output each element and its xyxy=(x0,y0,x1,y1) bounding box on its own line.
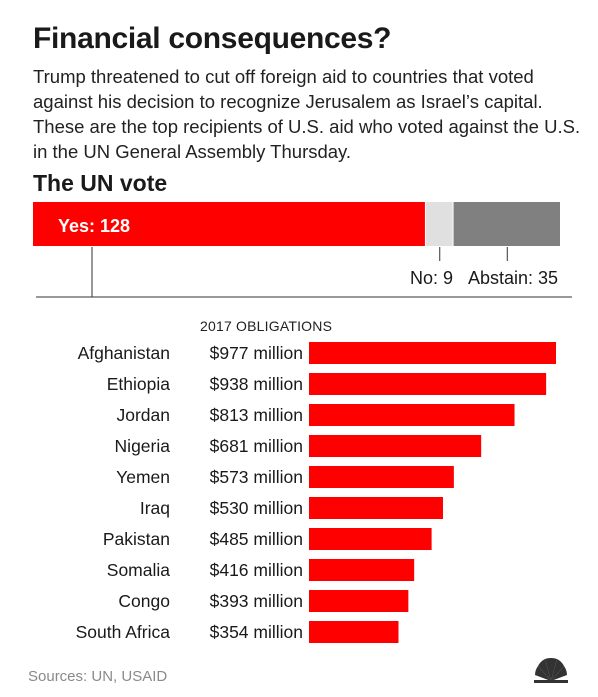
country-label: Jordan xyxy=(116,405,170,425)
aid-bar xyxy=(309,497,443,519)
country-label: Yemen xyxy=(116,467,170,487)
aid-value-label: $530 million xyxy=(210,498,303,518)
aid-bar-chart: Afghanistan $977 million Ethiopia $938 mill… xyxy=(76,342,556,643)
aid-value-label: $485 million xyxy=(210,529,303,549)
aid-bar xyxy=(309,559,415,581)
country-label: Pakistan xyxy=(103,529,170,549)
aid-bar xyxy=(309,621,399,643)
aid-bar xyxy=(309,404,515,426)
vote-bar-abstain xyxy=(453,202,560,246)
aid-bar xyxy=(309,528,432,550)
country-label: Somalia xyxy=(107,560,170,580)
nbc-peacock-icon xyxy=(534,657,568,683)
un-vote-chart: Yes: 128 No: 9 Abstain: 35 xyxy=(33,202,572,298)
page-title: Financial consequences? xyxy=(33,22,392,55)
aid-value-label: $393 million xyxy=(210,591,303,611)
vote-section-title: The UN vote xyxy=(33,170,168,196)
aid-value-label: $813 million xyxy=(210,405,303,425)
obligations-header: 2017 OBLIGATIONS xyxy=(200,318,333,334)
vote-bar-no xyxy=(425,202,453,246)
vote-label-no: No: 9 xyxy=(410,268,453,288)
aid-bar xyxy=(309,373,547,395)
aid-bar xyxy=(309,342,556,364)
aid-bar xyxy=(309,466,454,488)
sources-note: Sources: UN, USAID xyxy=(28,668,168,685)
aid-value-label: $573 million xyxy=(210,467,303,487)
aid-value-label: $416 million xyxy=(210,560,303,580)
aid-value-label: $977 million xyxy=(210,343,303,363)
country-label: Nigeria xyxy=(115,436,171,456)
aid-bar xyxy=(309,590,409,612)
vote-label-yes: Yes: 128 xyxy=(58,216,130,236)
country-label: Ethiopia xyxy=(107,374,171,394)
aid-value-label: $354 million xyxy=(210,622,303,642)
country-label: South Africa xyxy=(76,622,171,642)
country-label: Afghanistan xyxy=(78,343,170,363)
aid-bar xyxy=(309,435,482,457)
page-subtitle: Trump threatened to cut off foreign aid … xyxy=(33,66,581,162)
aid-value-label: $681 million xyxy=(210,436,303,456)
country-label: Congo xyxy=(118,591,170,611)
aid-value-label: $938 million xyxy=(210,374,303,394)
country-label: Iraq xyxy=(140,498,170,518)
vote-bar-yes xyxy=(33,202,425,246)
vote-label-abstain: Abstain: 35 xyxy=(468,268,558,288)
